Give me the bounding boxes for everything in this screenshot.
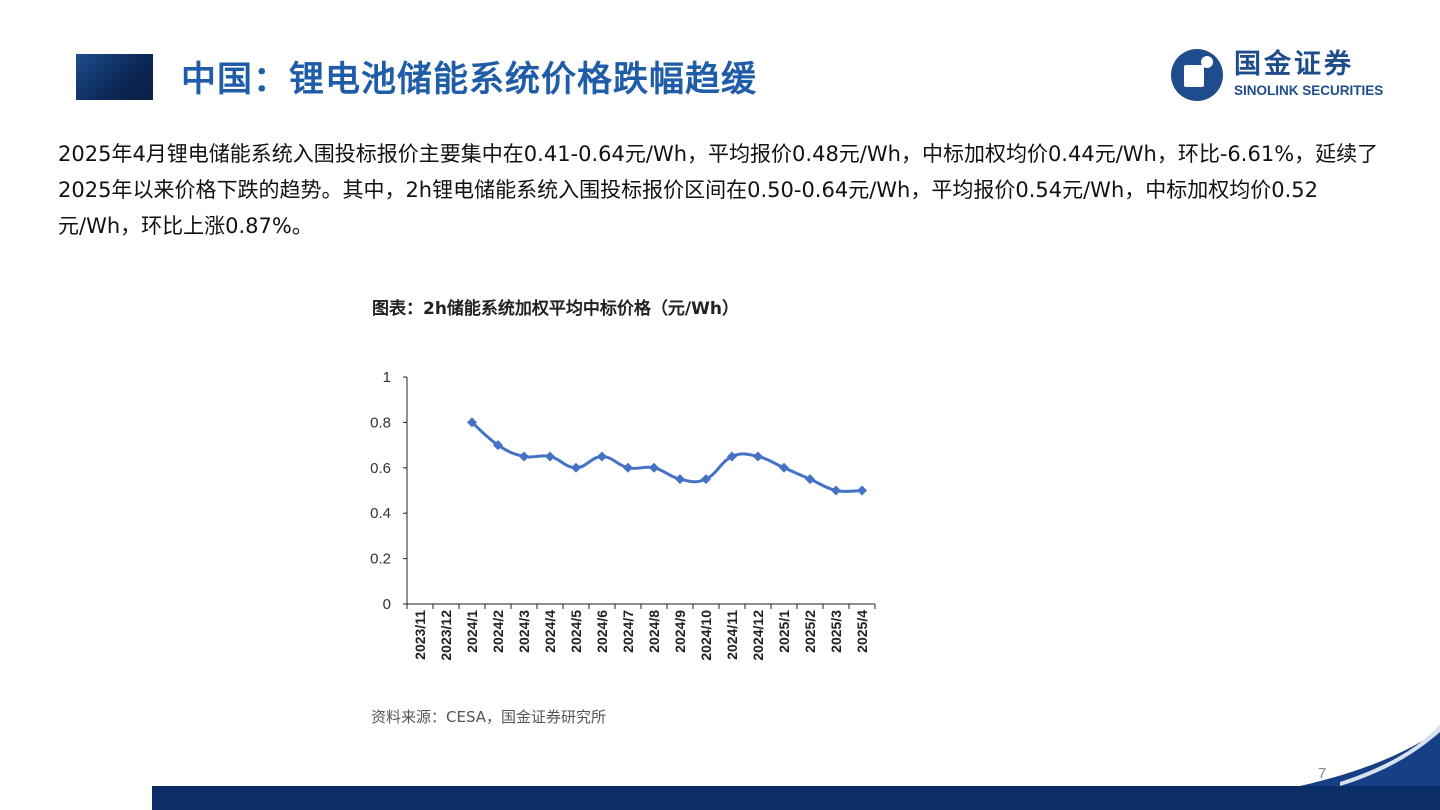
data-point-marker	[519, 451, 529, 462]
data-point-marker	[831, 485, 841, 496]
page-number: 7	[1318, 765, 1327, 782]
x-tick-label: 2024/2	[490, 610, 506, 653]
data-point-marker	[857, 485, 867, 496]
x-tick-label: 2023/11	[412, 610, 428, 660]
logo-en-text: SINOLINK SECURITIES	[1234, 83, 1384, 98]
x-tick-label: 2024/12	[750, 610, 766, 661]
x-tick-label: 2025/4	[854, 610, 870, 653]
x-tick-label: 2023/12	[438, 610, 454, 661]
data-point-marker	[623, 462, 633, 473]
source-note: 资料来源：CESA，国金证券研究所	[371, 708, 607, 726]
body-paragraph: 2025年4月锂电储能系统入围投标报价主要集中在0.41-0.64元/Wh，平均…	[58, 142, 1379, 238]
x-tick-label: 2024/3	[516, 610, 532, 653]
y-tick-label: 1	[383, 369, 391, 386]
x-tick-label: 2024/11	[724, 610, 740, 660]
data-point-marker	[545, 451, 555, 462]
data-point-marker	[701, 474, 711, 485]
data-point-marker	[649, 462, 659, 473]
x-tick-label: 2024/5	[568, 610, 584, 653]
chart-title: 图表：2h储能系统加权平均中标价格（元/Wh）	[372, 299, 739, 319]
x-tick-label: 2024/9	[672, 610, 688, 653]
data-point-marker	[467, 417, 477, 428]
page-title: 中国：锂电池储能系统价格跌幅趋缓	[181, 60, 758, 100]
footer-decoration	[152, 724, 1440, 810]
x-tick-label: 2024/10	[698, 610, 714, 661]
x-tick-label: 2025/3	[828, 610, 844, 653]
x-tick-label: 2025/1	[776, 610, 792, 653]
y-tick-label: 0.2	[370, 551, 391, 568]
x-tick-label: 2024/1	[464, 610, 480, 653]
data-point-marker	[597, 451, 607, 462]
x-tick-label: 2024/7	[620, 610, 636, 653]
data-point-marker	[493, 440, 503, 451]
x-tick-label: 2024/6	[594, 610, 610, 653]
y-tick-label: 0	[383, 596, 391, 613]
data-point-marker	[753, 451, 763, 462]
company-logo: 国金证券 SINOLINK SECURITIES	[1170, 46, 1410, 104]
x-tick-label: 2024/4	[542, 610, 558, 653]
title-accent-block	[76, 54, 153, 100]
x-tick-label: 2025/2	[802, 610, 818, 653]
logo-mark-icon	[1171, 49, 1223, 101]
series-line	[471, 421, 863, 493]
y-tick-label: 0.4	[370, 505, 391, 522]
data-point-marker	[675, 474, 685, 485]
data-point-marker	[805, 474, 815, 485]
data-point-marker	[779, 462, 789, 473]
data-point-marker	[571, 462, 581, 473]
x-tick-label: 2024/8	[646, 610, 662, 653]
logo-cn-text: 国金证券	[1234, 49, 1354, 80]
data-point-marker	[727, 451, 737, 462]
y-tick-label: 0.8	[370, 414, 391, 431]
y-tick-label: 0.6	[370, 460, 391, 477]
